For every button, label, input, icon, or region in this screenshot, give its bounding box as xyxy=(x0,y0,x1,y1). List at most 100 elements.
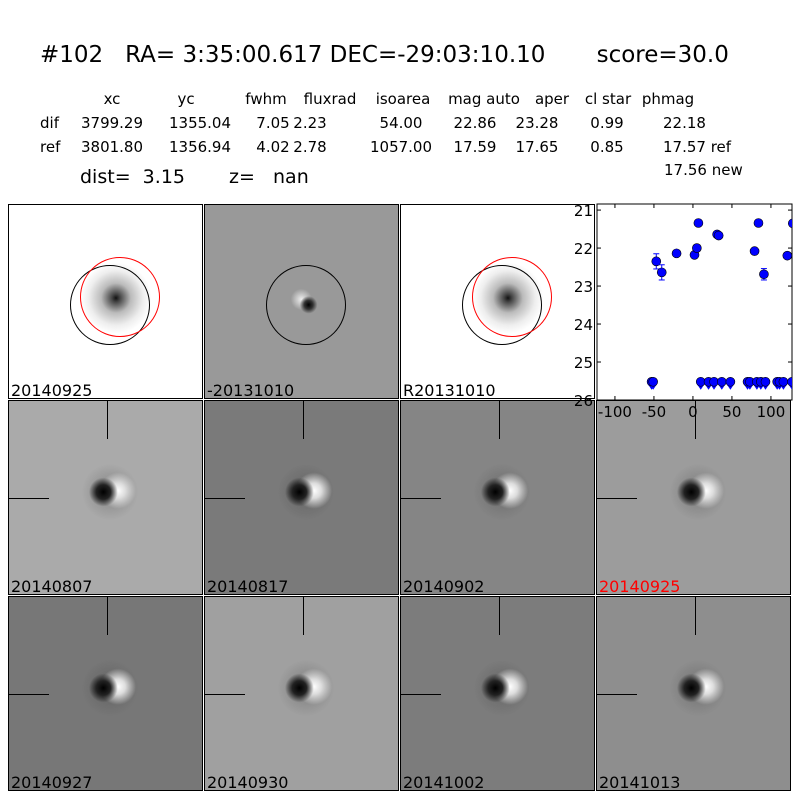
z-text: z= nan xyxy=(229,166,309,188)
stamp-date-label: 20141013 xyxy=(599,773,681,791)
table-cell: 3801.80 xyxy=(80,138,144,156)
stamp-date-label: R20131010 xyxy=(403,381,496,399)
residual-blob xyxy=(665,459,731,525)
y-tick-label: 25 xyxy=(574,354,593,372)
table-cell: 54.00 xyxy=(379,114,423,132)
table-cell: 1057.00 xyxy=(369,138,433,156)
crosshair-vertical xyxy=(303,401,304,439)
x-tick-label: 0 xyxy=(688,403,698,421)
crosshair-horizontal xyxy=(205,694,245,695)
upper-limit-point xyxy=(717,376,727,387)
image-stamp: 20140925 xyxy=(596,400,791,595)
column-header: xc xyxy=(103,90,121,108)
x-tick-label: 50 xyxy=(722,403,741,421)
x-tick-label: -100 xyxy=(598,403,632,421)
stamp-date-label: 20140902 xyxy=(403,577,485,595)
residual-blob xyxy=(77,459,143,525)
table-cell: 4.02 xyxy=(256,138,290,156)
residual-blob xyxy=(469,655,535,721)
stamp-date-label: -20131010 xyxy=(207,381,295,399)
stamp-date-label: 20141002 xyxy=(403,773,485,791)
image-stamp: -20131010 xyxy=(204,204,399,399)
crosshair-horizontal xyxy=(401,498,441,499)
stamp-date-label: 20140817 xyxy=(207,577,289,595)
dist-text: dist= 3.15 xyxy=(80,166,185,188)
detection-point xyxy=(713,230,724,241)
red-circle xyxy=(472,257,552,337)
upper-limit-point xyxy=(760,376,771,387)
table-cell: 22.18 xyxy=(663,114,706,132)
detection-point xyxy=(753,218,764,228)
image-stamp: 20140930 xyxy=(204,596,399,791)
image-stamp: 20140817 xyxy=(204,400,399,595)
image-stamp: R20131010 xyxy=(400,204,595,399)
y-tick-label: 22 xyxy=(574,240,593,258)
table-cell: 2.23 xyxy=(293,114,327,132)
row-label: dif xyxy=(40,114,59,132)
column-header: aper xyxy=(534,90,570,108)
table-cell: 3799.29 xyxy=(80,114,144,132)
crosshair-horizontal xyxy=(597,498,637,499)
crosshair-vertical xyxy=(695,597,696,635)
table-cell: 22.86 xyxy=(453,114,497,132)
image-stamp: 20140902 xyxy=(400,400,595,595)
plot-area xyxy=(596,203,793,401)
y-tick-label: 24 xyxy=(574,316,593,334)
column-header: phmag xyxy=(641,90,695,108)
column-header: fwhm xyxy=(245,90,287,108)
crosshair-vertical xyxy=(499,597,500,635)
crosshair-horizontal xyxy=(9,694,49,695)
y-tick-label: 23 xyxy=(574,278,593,296)
table-cell: 23.28 xyxy=(515,114,559,132)
stamp-date-label: 20140930 xyxy=(207,773,289,791)
upper-limit-point xyxy=(787,376,792,387)
row-label: ref xyxy=(40,138,61,156)
crosshair-horizontal xyxy=(9,498,49,499)
stamp-date-label: 20140925 xyxy=(599,577,681,595)
upper-limit-point xyxy=(725,376,736,387)
y-tick-label: 21 xyxy=(574,202,593,220)
table-cell: 1356.94 xyxy=(168,138,232,156)
crosshair-horizontal xyxy=(597,694,637,695)
crosshair-horizontal xyxy=(205,498,245,499)
table-cell: 17.57 ref xyxy=(663,138,732,156)
image-stamp: 20140927 xyxy=(8,596,203,791)
residual-blob xyxy=(469,459,535,525)
table-cell: 1355.04 xyxy=(168,114,232,132)
table-cell: 7.05 xyxy=(256,114,290,132)
residual-blob xyxy=(273,655,339,721)
table-cell: 0.99 xyxy=(590,114,624,132)
detection-point xyxy=(787,218,792,229)
stamp-date-label: 20140925 xyxy=(11,381,93,399)
detection-point xyxy=(671,248,682,259)
residual-blob xyxy=(273,459,339,525)
column-header: cl star xyxy=(584,90,632,108)
stamp-date-label: 20140807 xyxy=(11,577,93,595)
image-stamp: 20140925 xyxy=(8,204,203,399)
detection-point xyxy=(656,267,667,278)
residual-blob xyxy=(665,655,731,721)
crosshair-vertical xyxy=(107,597,108,635)
crosshair-vertical xyxy=(695,401,696,439)
y-tick-label: 26 xyxy=(574,392,593,410)
detection-point xyxy=(651,256,662,267)
x-tick-label: -50 xyxy=(642,403,667,421)
detection-point xyxy=(782,250,792,261)
image-stamp: 20140807 xyxy=(8,400,203,595)
crosshair-horizontal xyxy=(401,694,441,695)
detection-point xyxy=(759,269,769,280)
new-mag-text: 17.56 new xyxy=(664,161,743,179)
crosshair-vertical xyxy=(107,401,108,439)
light-curve-plot: 21 22 23 24 25 26 -100 -50 0 50 100 xyxy=(574,202,793,421)
upper-limit-point xyxy=(648,376,658,387)
detection-point xyxy=(693,218,704,228)
detection-point xyxy=(692,243,702,253)
column-header: fluxrad xyxy=(303,90,357,108)
stamp-date-label: 20140927 xyxy=(11,773,93,791)
upper-limit-point xyxy=(778,376,789,387)
image-stamp: 20141002 xyxy=(400,596,595,791)
detection-point xyxy=(749,246,760,256)
x-tick-label: 100 xyxy=(757,403,786,421)
column-header: yc xyxy=(177,90,195,108)
